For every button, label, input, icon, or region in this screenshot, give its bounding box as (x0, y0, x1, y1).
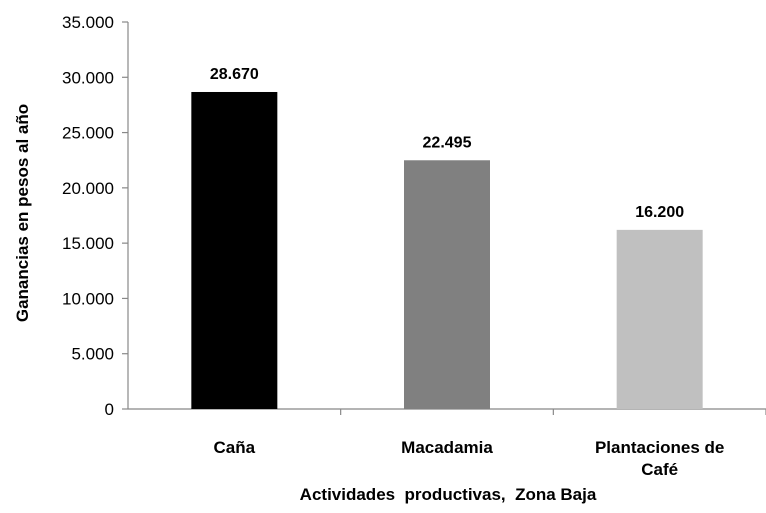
y-tick-label: 20.000 (62, 179, 114, 198)
axes: 0 5.000 10.000 15.000 20.000 25.000 30.000 35.0… (62, 13, 766, 419)
category-label: Caña (214, 438, 256, 457)
bar (404, 160, 490, 409)
category-label: Macadamia (401, 438, 493, 457)
y-tick-label: 15.000 (62, 234, 114, 253)
category-label: Café (641, 460, 678, 479)
data-label: 28.670 (210, 66, 259, 83)
y-tick-label: 5.000 (71, 345, 114, 364)
data-label: 16.200 (635, 204, 684, 221)
labels: 28.670 Caña 22.495 Macadamia 16.200 Plantacio… (210, 66, 725, 479)
y-tick-label: 30.000 (62, 68, 114, 87)
y-tick-label: 10.000 (62, 289, 114, 308)
bars (191, 91, 703, 410)
y-tick-label: 0 (105, 400, 114, 419)
data-label: 22.495 (423, 134, 472, 151)
y-axis-title: Ganancias en pesos al año (13, 104, 32, 322)
category-label: Plantaciones de (595, 438, 724, 457)
y-tick-label: 35.000 (62, 13, 114, 32)
bar (616, 229, 703, 409)
bar (191, 91, 278, 410)
y-tick-label: 25.000 (62, 124, 114, 143)
x-axis-title: Actividades productivas, Zona Baja (300, 485, 597, 504)
